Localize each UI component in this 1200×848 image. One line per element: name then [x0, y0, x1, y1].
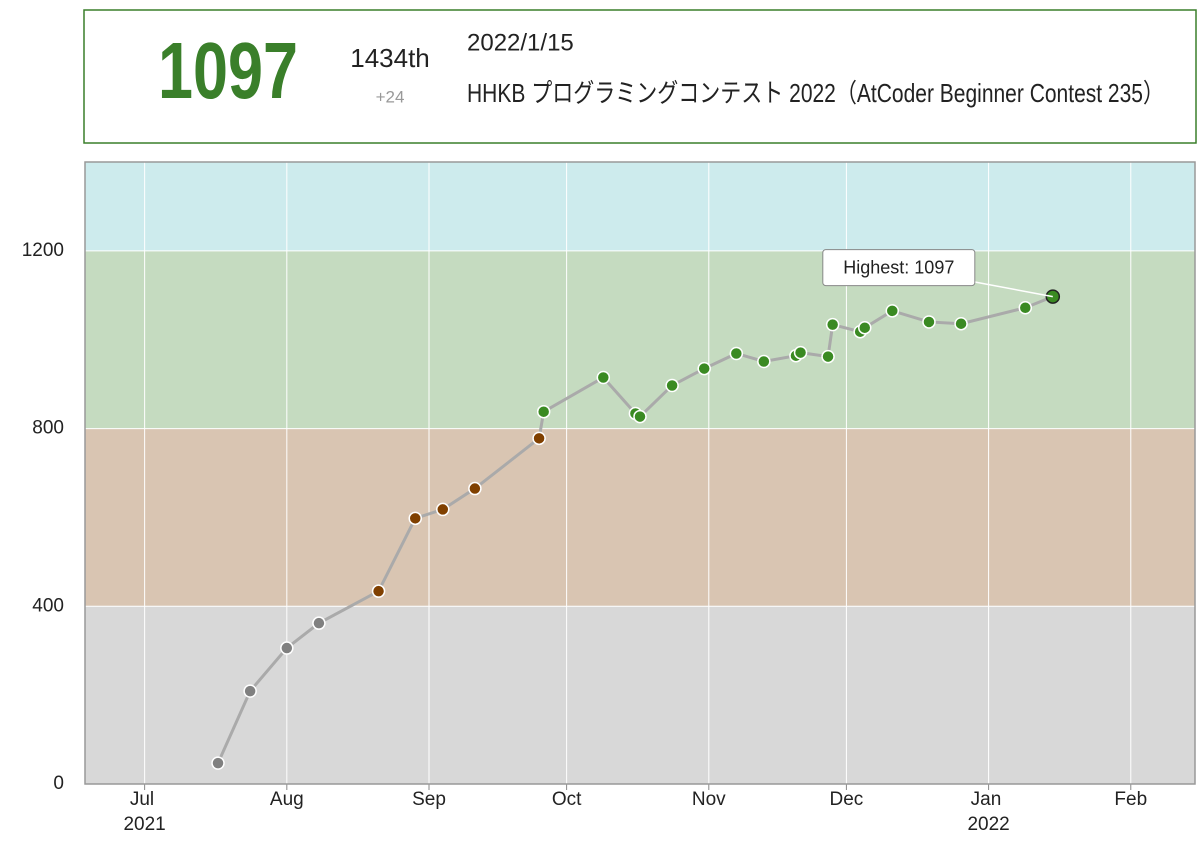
header-box — [83, 9, 1197, 144]
rank: 1434th — [350, 43, 430, 73]
rating-point — [596, 370, 611, 385]
rating-point — [468, 481, 482, 496]
rating-band — [85, 162, 1195, 251]
rating-point — [211, 756, 225, 770]
rating-point — [922, 315, 936, 329]
rating-point — [408, 511, 422, 526]
rating-diff: +24 — [376, 87, 405, 106]
x-tick-label: Feb — [1114, 789, 1147, 810]
rating-band — [85, 250, 1195, 429]
annotation-box — [822, 249, 976, 287]
rating-point — [436, 502, 450, 517]
x-tick-label: Jan 2022 — [967, 789, 1009, 835]
contest-name: HHKB プログラミングコンテスト 2022（AtCoder Beginner … — [467, 78, 1164, 108]
rating-point — [954, 316, 968, 331]
plot-frame — [84, 161, 1196, 785]
y-tick-label: 400 — [32, 595, 64, 616]
rating-point — [821, 349, 835, 364]
rating-band — [85, 428, 1195, 607]
y-tick-label: 0 — [53, 773, 64, 794]
rating: 1097 — [158, 26, 298, 115]
contest-date: 2022/1/15 — [467, 29, 574, 56]
rating-point — [312, 616, 326, 630]
rating-point — [536, 404, 551, 419]
x-tick-label: Sep — [412, 789, 446, 810]
rating-point — [793, 345, 808, 360]
x-tick-label: Dec — [830, 789, 864, 810]
rating-point — [1018, 300, 1033, 315]
annotation-leader — [972, 280, 1053, 298]
rating-point — [825, 317, 840, 332]
rating-point — [697, 361, 711, 376]
rating-band — [85, 606, 1195, 784]
x-tick-label: Nov — [692, 789, 726, 810]
rating-point — [665, 378, 679, 393]
rating-point — [885, 304, 900, 318]
rating-point — [633, 409, 647, 424]
rating-point — [280, 641, 294, 655]
rating-point — [757, 354, 771, 369]
annotation: Highest: 1097 — [843, 257, 954, 277]
rating-point — [371, 584, 386, 598]
rating-line — [216, 295, 1054, 764]
rating-point — [243, 684, 257, 698]
rating-point — [729, 346, 744, 361]
rating-point — [858, 320, 872, 335]
x-tick-label: Jul 2021 — [123, 789, 165, 835]
y-tick-label: 800 — [32, 418, 64, 439]
y-tick-label: 1200 — [22, 240, 64, 261]
x-tick-label: Oct — [552, 789, 582, 810]
rating-point — [532, 431, 546, 446]
x-tick-label: Aug — [270, 789, 304, 810]
